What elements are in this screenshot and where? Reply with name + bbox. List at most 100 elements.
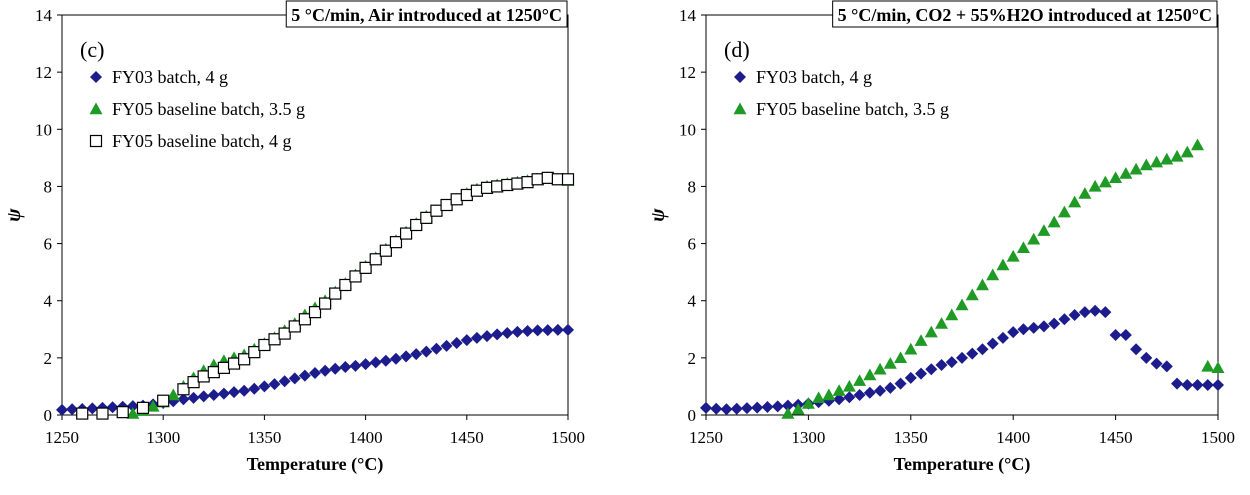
- data-point: [730, 402, 743, 415]
- data-point: [551, 173, 564, 186]
- data-point: [329, 287, 342, 300]
- x-tick-label: 1400: [996, 428, 1030, 447]
- data-point: [1006, 249, 1020, 262]
- data-point: [751, 401, 764, 414]
- data-point: [1211, 361, 1225, 374]
- legend-marker: [733, 102, 747, 115]
- chart-panel-c: 0 2 4 6 8 10 12 14 1250 1300 1350 1400 1450 1500 Tempe…: [3, 0, 585, 475]
- data-point: [1139, 158, 1153, 171]
- data-point: [96, 407, 109, 420]
- chart-title: 5 °C/min, CO2 + 55%H2O introduced at 125…: [838, 5, 1212, 25]
- legend-entry: FY03 batch, 4 g: [112, 67, 228, 87]
- data-point: [863, 386, 876, 399]
- data-point: [308, 306, 322, 319]
- x-tick-label: 1350: [894, 428, 928, 447]
- data-point: [440, 339, 453, 352]
- data-point: [551, 323, 564, 336]
- chart-title-box: [285, 0, 568, 28]
- data-point: [1191, 138, 1205, 151]
- y-axis-title: ψ: [647, 208, 669, 222]
- data-point: [710, 402, 723, 415]
- data-point: [1027, 232, 1041, 245]
- y-tick-label: 14: [35, 6, 53, 25]
- data-point: [238, 353, 251, 366]
- data-point: [1037, 224, 1051, 236]
- data-point: [126, 400, 139, 413]
- legend-marker: [89, 134, 103, 148]
- data-point: [268, 378, 281, 391]
- data-point: [450, 193, 463, 206]
- data-point: [420, 211, 433, 224]
- data-point: [894, 351, 908, 364]
- data-point: [541, 324, 554, 337]
- data-point: [1181, 379, 1194, 391]
- data-point: [935, 359, 948, 371]
- data-point: [480, 181, 494, 194]
- legend-entry: FY05 baseline batch, 3.5 g: [112, 99, 305, 119]
- data-point: [420, 345, 433, 358]
- data-point: [843, 391, 856, 404]
- data-point: [228, 386, 241, 399]
- data-point: [136, 401, 150, 414]
- data-point: [1048, 317, 1061, 330]
- data-point: [1088, 179, 1102, 192]
- data-point: [410, 218, 423, 232]
- data-point: [470, 331, 483, 344]
- data-point: [771, 400, 784, 413]
- data-point: [126, 407, 140, 419]
- data-point: [227, 357, 241, 370]
- data-point: [460, 188, 473, 202]
- data-point: [955, 298, 969, 311]
- data-point: [884, 381, 897, 394]
- data-point: [268, 333, 281, 346]
- data-point: [410, 348, 423, 361]
- panel-tag: (d): [724, 37, 750, 62]
- data-point: [511, 177, 524, 190]
- data-point: [288, 372, 301, 385]
- y-tick-label: 10: [35, 120, 52, 139]
- data-point: [915, 367, 928, 380]
- data-point: [379, 354, 392, 367]
- data-point: [945, 356, 958, 369]
- data-point: [791, 402, 805, 415]
- data-point: [924, 325, 938, 338]
- data-point: [1119, 167, 1133, 179]
- data-point: [853, 389, 866, 401]
- data-point: [238, 384, 251, 397]
- data-point: [1150, 357, 1163, 370]
- data-point: [309, 367, 321, 379]
- data-point: [1037, 320, 1050, 333]
- data-point: [481, 330, 494, 343]
- data-point: [914, 334, 928, 346]
- data-point: [501, 327, 514, 339]
- data-point: [996, 258, 1010, 271]
- data-point: [1109, 329, 1122, 341]
- data-point: [1016, 241, 1030, 254]
- data-point: [894, 377, 907, 390]
- data-point: [1170, 149, 1184, 162]
- data-point: [106, 401, 119, 414]
- data-point: [986, 268, 1000, 281]
- data-point: [399, 227, 413, 240]
- data-point: [359, 358, 372, 371]
- data-point: [521, 325, 534, 337]
- data-point: [562, 323, 574, 336]
- data-point: [1160, 360, 1173, 373]
- data-point: [1007, 326, 1020, 339]
- x-tick-label: 1500: [551, 428, 585, 447]
- legend-marker: [89, 102, 103, 115]
- x-tick-label: 1250: [689, 428, 723, 447]
- y-tick-label: 12: [679, 63, 696, 82]
- data-point: [700, 401, 712, 414]
- data-point: [369, 356, 382, 369]
- x-tick-label: 1250: [45, 428, 79, 447]
- data-point: [1099, 306, 1112, 319]
- data-point: [975, 278, 989, 291]
- data-point: [853, 374, 867, 386]
- data-point: [1078, 306, 1091, 319]
- data-point: [720, 403, 733, 416]
- data-point: [339, 361, 352, 373]
- data-point: [288, 320, 301, 333]
- data-point: [1058, 313, 1071, 326]
